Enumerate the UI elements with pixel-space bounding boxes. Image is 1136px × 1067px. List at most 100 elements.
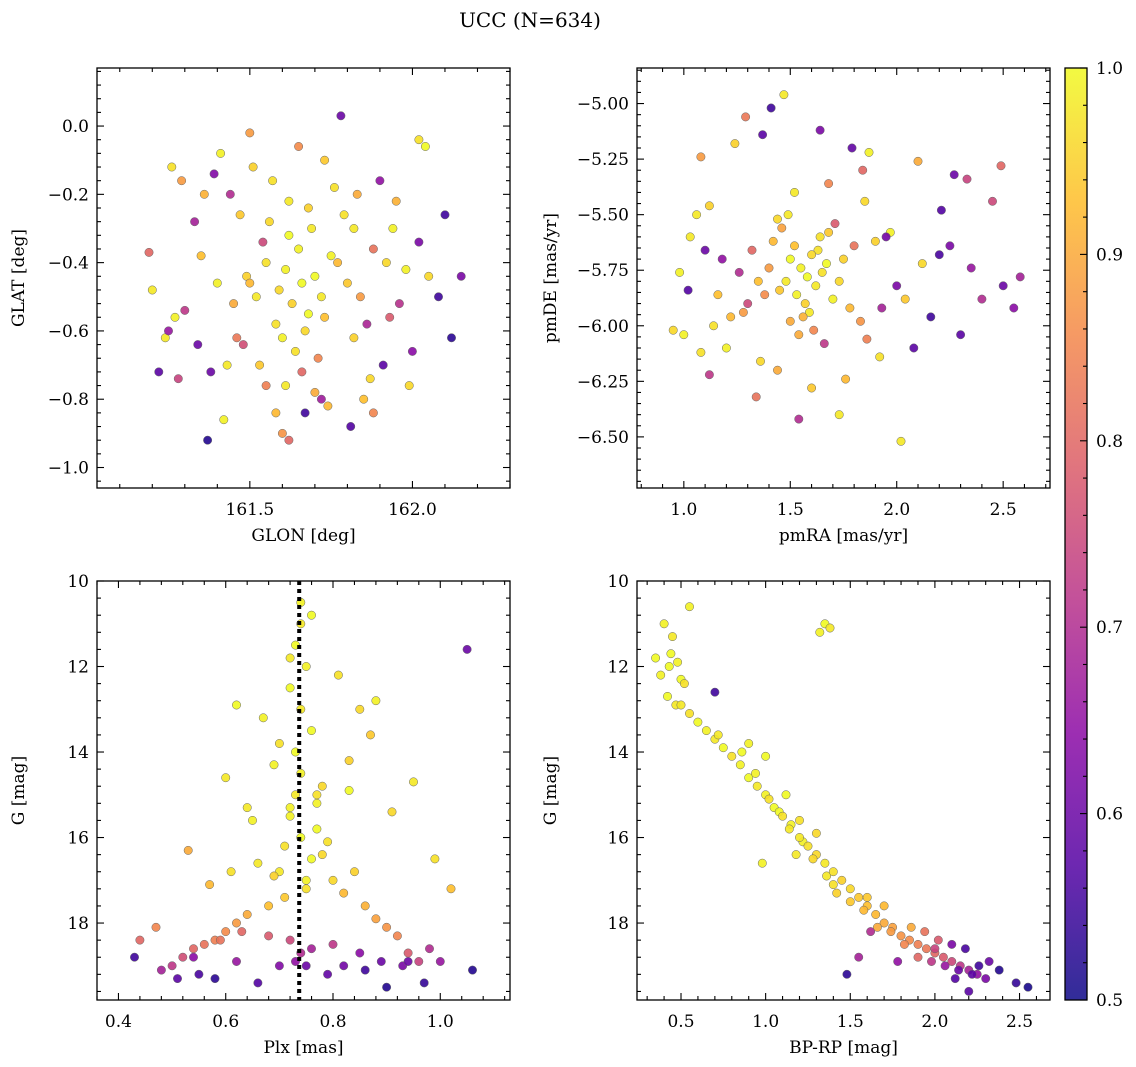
scatter-point bbox=[352, 189, 362, 199]
scatter-point bbox=[779, 90, 789, 100]
scatter-point bbox=[209, 169, 219, 179]
colorbar-tick-label: 0.7 bbox=[1096, 618, 1123, 638]
scatter-point bbox=[893, 957, 903, 966]
scatter-point bbox=[245, 278, 255, 288]
scatter-point bbox=[177, 176, 187, 186]
axes-frame bbox=[636, 67, 1051, 489]
scatter-point bbox=[820, 858, 830, 868]
scatter-point bbox=[391, 196, 401, 206]
scatter-point bbox=[419, 978, 429, 988]
scatter-point bbox=[930, 944, 940, 954]
scatter-point bbox=[679, 330, 689, 340]
y-tick-label: 18 bbox=[67, 914, 89, 934]
scatter-point bbox=[147, 285, 157, 295]
scatter-point bbox=[849, 241, 859, 251]
scatter-point bbox=[323, 837, 333, 847]
scatter-point bbox=[847, 143, 857, 153]
scatter-point bbox=[366, 730, 375, 740]
scatter-point bbox=[813, 245, 823, 255]
x-tick-label: 2.0 bbox=[921, 1012, 948, 1032]
scatter-point bbox=[271, 319, 281, 329]
scatter-point bbox=[751, 392, 761, 402]
scatter-point bbox=[738, 307, 748, 317]
scatter-point bbox=[896, 436, 906, 446]
scatter-point bbox=[253, 978, 263, 988]
scatter-point bbox=[303, 203, 313, 213]
scatter-point bbox=[761, 751, 771, 761]
scatter-point bbox=[180, 305, 190, 315]
scatter-point bbox=[269, 871, 279, 881]
scatter-point bbox=[1011, 978, 1021, 988]
colorbar-tick-label: 1.0 bbox=[1096, 59, 1123, 79]
scatter-point bbox=[768, 236, 778, 246]
scatter-point bbox=[290, 346, 300, 356]
axes-frame bbox=[96, 580, 511, 1001]
scatter-point bbox=[178, 952, 188, 962]
scatter-point bbox=[232, 918, 241, 928]
x-tick-label: 162.0 bbox=[388, 500, 437, 520]
x-tick-label: 1.5 bbox=[837, 1012, 864, 1032]
scatter-point bbox=[194, 969, 204, 979]
scatter-point bbox=[747, 245, 757, 255]
scatter-point bbox=[193, 340, 203, 350]
colorbar-frame bbox=[1064, 67, 1088, 1001]
scatter-point bbox=[424, 271, 434, 281]
scatter-point bbox=[237, 927, 247, 937]
y-tick-label: −5.75 bbox=[577, 261, 629, 281]
y-tick-label: 18 bbox=[607, 914, 629, 934]
scatter-point bbox=[199, 189, 209, 199]
y-axis-label: G [mag] bbox=[541, 756, 561, 825]
scatter-point bbox=[316, 292, 326, 302]
scatter-point bbox=[189, 944, 198, 954]
scatter-point bbox=[906, 922, 916, 932]
scatter-point bbox=[938, 952, 948, 962]
scatter-point bbox=[735, 760, 745, 770]
scatter-point bbox=[375, 176, 385, 186]
scatter-point bbox=[685, 709, 694, 718]
scatter-point bbox=[167, 162, 177, 172]
scatter-point bbox=[819, 339, 829, 349]
scatter-point bbox=[307, 854, 316, 864]
colorbar: 0.5 0.6 0.7 0.8 0.9 1.0 bbox=[1064, 59, 1123, 1011]
scatter-point bbox=[666, 649, 676, 659]
scatter-point bbox=[307, 944, 316, 954]
scatter-point bbox=[446, 884, 456, 894]
scatter-point bbox=[222, 360, 232, 370]
scatter-point bbox=[913, 156, 923, 166]
scatter-point bbox=[284, 230, 294, 240]
scatter-point bbox=[221, 773, 231, 783]
scatter-point bbox=[879, 918, 889, 928]
scatter-point bbox=[403, 948, 413, 958]
scatter-point bbox=[301, 961, 311, 971]
scatter-point bbox=[232, 700, 241, 710]
scatter-point bbox=[281, 265, 291, 274]
scatter-point bbox=[964, 986, 974, 996]
points bbox=[668, 90, 1025, 446]
scatter-point bbox=[936, 205, 946, 215]
scatter-point bbox=[248, 815, 257, 825]
scatter-point bbox=[350, 867, 359, 877]
scatter-point bbox=[781, 276, 791, 286]
scatter-point bbox=[804, 307, 814, 317]
scatter-point bbox=[285, 935, 295, 945]
scatter-point bbox=[226, 867, 236, 877]
panel-2: 1.0 1.5 2.0 2.5 −6.50 −6.25 −6.00 −5.75 −5.50 −5.… bbox=[541, 67, 1051, 546]
scatter-point bbox=[696, 152, 706, 162]
scatter-point bbox=[307, 726, 316, 736]
y-axis-label: pmDE [mas/yr] bbox=[541, 213, 561, 343]
scatter-point bbox=[274, 739, 284, 748]
scatter-point bbox=[173, 974, 182, 984]
scatter-point bbox=[403, 957, 413, 966]
scatter-point bbox=[815, 125, 825, 135]
points bbox=[144, 111, 466, 445]
scatter-point bbox=[355, 704, 365, 714]
x-tick-label: 1.0 bbox=[752, 1012, 779, 1032]
scatter-point bbox=[822, 259, 831, 269]
x-tick-label: 2.5 bbox=[990, 500, 1017, 520]
scatter-point bbox=[692, 210, 702, 220]
scatter-point bbox=[920, 927, 930, 937]
scatter-point bbox=[301, 875, 311, 885]
scatter-point bbox=[778, 811, 788, 821]
scatter-point bbox=[264, 901, 274, 911]
scatter-point bbox=[430, 854, 440, 864]
